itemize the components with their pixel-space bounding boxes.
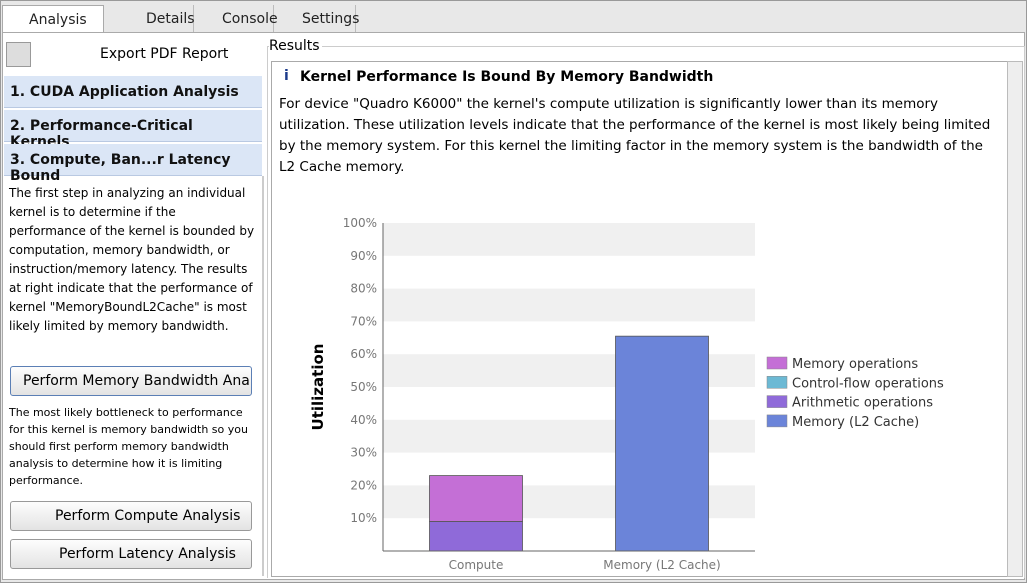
legend-swatch bbox=[766, 414, 788, 428]
legend-swatch bbox=[766, 376, 788, 389]
y-tick-label: 70% bbox=[350, 314, 377, 328]
y-tick-label: 80% bbox=[350, 282, 377, 296]
tab[interactable]: Settings bbox=[276, 5, 359, 32]
splitter bbox=[262, 176, 264, 576]
button[interactable]: Perform Compute Analysis bbox=[10, 501, 252, 531]
toggle-button[interactable] bbox=[36, 42, 61, 67]
section-header[interactable]: 1. CUDA Application Analysis bbox=[4, 76, 262, 108]
bar-segment bbox=[429, 521, 523, 552]
bar-segment bbox=[429, 475, 523, 522]
toggle-button[interactable] bbox=[6, 42, 31, 67]
grid-band bbox=[383, 223, 755, 256]
y-tick-label: 10% bbox=[350, 511, 377, 525]
y-tick-label: 60% bbox=[350, 347, 377, 361]
y-tick-label: 100% bbox=[343, 216, 377, 230]
legend-label: Arithmetic operations bbox=[792, 396, 933, 411]
heading: Kernel Performance Is Bound By Memory Ba… bbox=[300, 69, 714, 85]
x-tick-label: Compute bbox=[449, 558, 504, 572]
group-box bbox=[267, 46, 1025, 578]
y-tick-label: 50% bbox=[350, 380, 377, 394]
legend-label: Memory (L2 Cache) bbox=[792, 415, 919, 430]
tab[interactable]: Console bbox=[196, 5, 278, 32]
legend-label: Control-flow operations bbox=[792, 376, 944, 391]
y-tick-label: 90% bbox=[350, 249, 377, 263]
info-icon: i bbox=[284, 68, 289, 84]
group-title: Results bbox=[269, 38, 322, 54]
scrollbar[interactable] bbox=[1007, 61, 1023, 577]
y-tick-label: 20% bbox=[350, 478, 377, 492]
legend-swatch bbox=[766, 395, 788, 408]
section-header[interactable]: 2. Performance-Critical Kernels bbox=[4, 110, 262, 150]
y-tick-label: 40% bbox=[350, 413, 377, 427]
y-tick-label: 30% bbox=[350, 446, 377, 460]
x-tick-label: Memory (L2 Cache) bbox=[603, 558, 720, 572]
export-button[interactable]: Export PDF Report bbox=[100, 46, 229, 62]
primary-button[interactable]: Perform Memory Bandwidth Analysis bbox=[10, 366, 252, 396]
button[interactable]: Perform Latency Analysis bbox=[10, 539, 252, 569]
legend-swatch bbox=[766, 356, 788, 370]
y-axis-label: Utilization bbox=[309, 344, 327, 431]
body-text: For device "Quadro K6000" the kernel's c… bbox=[279, 96, 991, 175]
bar-segment bbox=[615, 335, 709, 552]
tab[interactable]: Details bbox=[120, 5, 195, 32]
note: The most likely bottleneck to performanc… bbox=[9, 406, 248, 487]
tab[interactable]: Analysis bbox=[2, 5, 104, 32]
description: The first step in analyzing an individua… bbox=[9, 186, 255, 333]
section-header[interactable]: 3. Compute, Ban...r Latency Bound bbox=[4, 144, 262, 184]
chart: 10% 20% 30% 40% 50% 60% 70% 80% 90% 100% Utilizati… bbox=[309, 216, 944, 572]
legend-label: Memory operations bbox=[792, 357, 918, 372]
grid-band bbox=[383, 288, 755, 322]
